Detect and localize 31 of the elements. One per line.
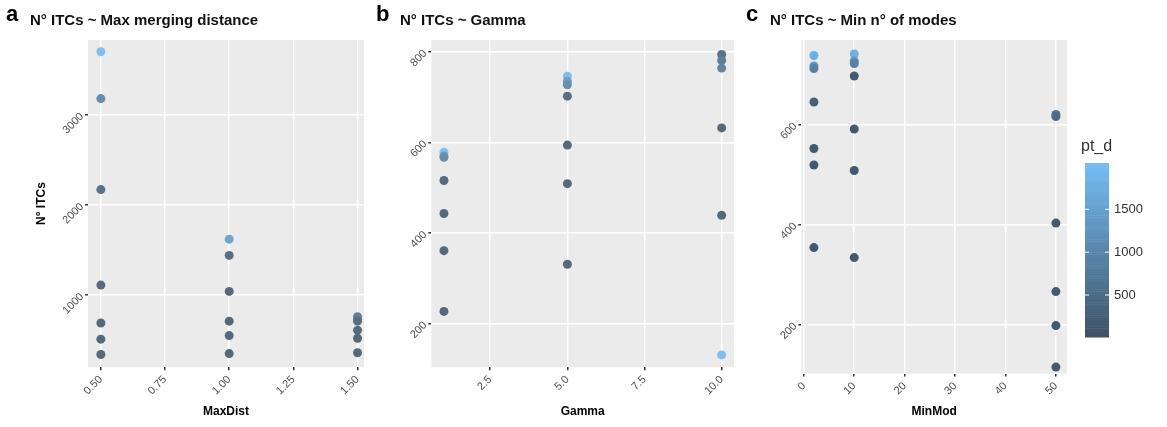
y-tick-label: 400	[777, 219, 799, 242]
y-tick-label: 200	[407, 318, 429, 341]
x-tick-label: 40	[991, 379, 1010, 397]
chart-title: N° ITCs ~ Gamma	[400, 11, 527, 29]
chart-title: N° ITCs ~ Min n° of modes	[770, 11, 957, 29]
color-bar-label: 500	[1114, 286, 1136, 302]
y-tick-label: 200	[777, 319, 799, 342]
x-tick-label: 2.5	[474, 372, 494, 393]
x-tick-label: 5.0	[551, 372, 571, 393]
x-axis-title: MaxDist	[202, 404, 249, 419]
x-tick-label: 20	[891, 379, 909, 397]
y-tick-label: 600	[407, 137, 429, 159]
text: c	[746, 1, 759, 27]
x-tick-label: 50	[1042, 379, 1060, 397]
x-axis-title: Gamma	[560, 404, 605, 419]
y-axis-title: N° ITCs	[33, 181, 48, 225]
text: b	[376, 1, 390, 27]
color-bar-label: 1500	[1114, 200, 1143, 216]
y-tick-label: 600	[777, 119, 799, 142]
color-bar-label: 1000	[1114, 243, 1143, 259]
color-bar-title: pt_d	[1081, 137, 1113, 156]
x-tick-label: 10	[840, 379, 858, 397]
x-tick-label: 30	[941, 379, 959, 397]
chart-title: N° ITCs ~ Max merging distance	[30, 11, 259, 29]
text: a	[6, 1, 19, 27]
y-tick-label: 800	[407, 46, 429, 69]
x-tick-label: 0	[794, 379, 808, 393]
x-tick-label: 7.5	[628, 372, 649, 393]
x-axis-title: MinMod	[911, 404, 957, 419]
x-tick-label: 0.50	[80, 372, 105, 397]
y-tick-label: 400	[407, 228, 429, 250]
